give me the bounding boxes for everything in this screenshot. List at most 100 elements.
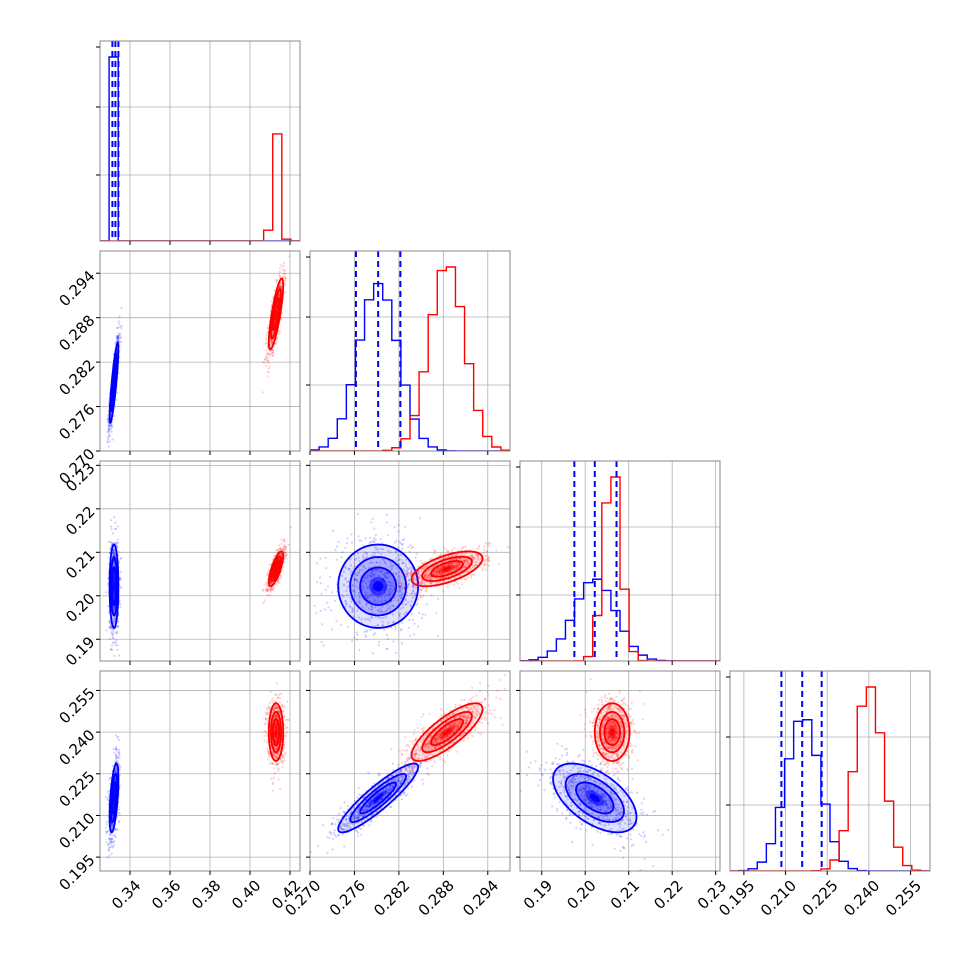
scatter-point — [284, 279, 287, 282]
scatter-point — [370, 608, 373, 611]
scatter-point — [335, 545, 339, 548]
contour-red — [270, 288, 282, 340]
panel-1-0 — [96, 250, 301, 455]
scatter-point — [412, 584, 415, 587]
scatter-point — [350, 600, 353, 603]
scatter-point — [347, 567, 350, 570]
scatter-point — [368, 536, 371, 540]
scatter-point — [436, 569, 439, 572]
scatter-point — [300, 608, 302, 610]
scatter-point — [475, 564, 478, 567]
scatter-point — [362, 564, 365, 568]
scatter-point — [109, 428, 112, 431]
scatter-point — [280, 265, 283, 268]
scatter-point — [464, 545, 467, 548]
scatter-point — [284, 272, 287, 276]
scatter-point — [365, 592, 368, 595]
scatter-point — [385, 563, 388, 566]
panel-2-0 — [96, 460, 301, 665]
scatter-point — [109, 837, 112, 840]
scatter-point — [116, 326, 119, 329]
scatter-point — [112, 532, 115, 535]
scatter-point — [389, 584, 392, 588]
scatter-point — [401, 603, 404, 606]
scatter-point — [271, 330, 274, 333]
scatter-point — [107, 434, 110, 437]
scatter-point — [416, 574, 419, 577]
scatter-point — [279, 547, 283, 551]
scatter-point — [412, 578, 415, 582]
scatter-point — [113, 840, 116, 843]
scatter-point — [366, 586, 369, 589]
scatter-point — [369, 575, 373, 578]
scatter-point — [487, 557, 490, 560]
scatter-point — [107, 540, 110, 543]
scatter-point — [356, 513, 359, 516]
scatter-point — [484, 542, 488, 545]
scatter-point — [108, 425, 111, 428]
scatter-point — [105, 832, 108, 835]
scatter-point — [364, 537, 367, 540]
scatter-point — [337, 540, 340, 544]
scatter-point — [354, 572, 357, 575]
scatter-point — [113, 607, 116, 610]
scatter-point — [111, 823, 114, 826]
scatter-point — [437, 635, 440, 638]
scatter-point — [358, 592, 361, 595]
scatter-point — [284, 554, 287, 557]
scatter-point — [419, 559, 422, 563]
scatter-point — [275, 549, 278, 552]
scatter-point — [409, 634, 412, 637]
scatter-point — [358, 596, 361, 599]
scatter-point — [105, 823, 108, 826]
scatter-point — [437, 572, 440, 575]
scatter-point — [374, 533, 377, 537]
scatter-point — [388, 581, 392, 584]
scatter-point — [450, 562, 453, 565]
scatter-point — [402, 561, 405, 564]
scatter-point — [467, 563, 470, 566]
scatter-point — [114, 341, 117, 344]
scatter-point — [266, 359, 269, 362]
scatter-point — [110, 822, 113, 825]
scatter-point — [389, 604, 392, 608]
scatter-point — [406, 573, 409, 576]
scatter-point — [397, 574, 400, 578]
density-peak — [113, 581, 115, 592]
scatter-point — [115, 828, 118, 831]
scatter-point — [394, 627, 397, 631]
scatter-point — [410, 571, 413, 574]
scatter-point — [116, 339, 119, 342]
scatter-point — [435, 573, 438, 576]
scatter-point — [278, 293, 281, 296]
scatter-point — [411, 585, 414, 589]
scatter-point — [398, 615, 402, 618]
scatter-point — [419, 517, 422, 520]
scatter-point — [392, 605, 395, 608]
scatter-point — [366, 574, 369, 577]
scatter-point — [111, 632, 114, 635]
scatter-point — [344, 566, 347, 570]
scatter-point — [106, 414, 109, 418]
scatter-point — [119, 336, 123, 339]
scatter-point — [265, 581, 269, 584]
scatter-point — [111, 824, 114, 827]
scatter-point — [455, 558, 458, 561]
scatter-point — [364, 591, 367, 594]
scatter-point — [265, 588, 268, 592]
scatter-point — [107, 802, 110, 806]
scatter-point — [450, 549, 453, 552]
scatter-point — [356, 609, 359, 612]
scatter-point — [270, 306, 273, 309]
scatter-point — [269, 340, 272, 343]
scatter-point — [272, 349, 275, 352]
scatter-point — [322, 644, 325, 647]
scatter-point — [363, 557, 366, 560]
scatter-point — [427, 574, 431, 577]
scatter-point — [264, 364, 267, 368]
scatter-point — [399, 588, 402, 591]
scatter-point — [107, 424, 110, 427]
scatter-point — [284, 548, 287, 551]
scatter-point — [440, 573, 443, 576]
scatter-point — [372, 573, 375, 576]
